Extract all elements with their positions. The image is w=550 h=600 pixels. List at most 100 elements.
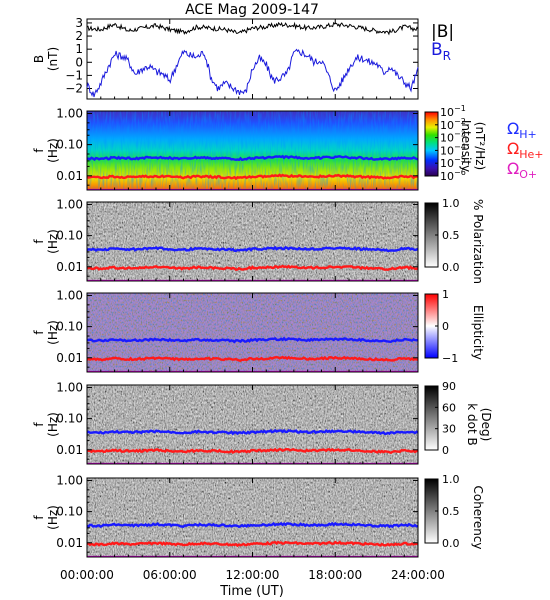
y-axis-label-unit: (Hz)	[46, 229, 60, 254]
gyro-legend-subscript: H+	[519, 128, 537, 141]
colorbar-label: % Polarization	[471, 199, 485, 284]
panel-intensity: f (Hz)1.000.100.0110−110−210−310−410−510−…	[32, 104, 544, 191]
gyro-legend-label: ΩHe+	[507, 139, 544, 161]
y-tick-label: 1.00	[56, 380, 83, 394]
panel-ellipticity: f (Hz) 1.00 0.10 0.01 1 0 −1 Ellipticity	[32, 288, 485, 373]
y-tick-label: 1.00	[56, 288, 83, 302]
y-axis-label-unit: (Hz)	[46, 412, 60, 437]
y-tick-label: 3	[75, 16, 83, 30]
y-axis-label-var: f	[32, 422, 46, 427]
spectrogram-image	[87, 202, 418, 281]
x-tick-label: 06:00:00	[143, 568, 197, 582]
legend-magnitude: |B| BR	[431, 22, 454, 63]
y-axis-label-unit: (Hz)	[46, 505, 60, 530]
spectrogram-image	[87, 293, 418, 372]
colorbar	[424, 385, 439, 451]
y-tick-label: 1.00	[56, 106, 83, 120]
y-tick-label: 0.10	[56, 229, 83, 243]
y-tick-label: 0.01	[56, 536, 83, 550]
colorbar-label-bottom: (nT²/Hz)	[473, 122, 487, 170]
figure-title: ACE Mag 2009-147	[185, 2, 319, 18]
y-axis-label-unit: (nT)	[46, 47, 60, 71]
gyro-line-h-plus	[87, 521, 418, 529]
y-axis-label-var: f	[32, 239, 46, 244]
colorbar-tick-label: 10−1	[440, 104, 466, 119]
colorbar-label: Coherency	[471, 485, 485, 549]
x-tick-label: 24:00:00	[391, 568, 445, 582]
colorbar-tick-label: 60	[442, 401, 456, 414]
colorbar-tick-label: 30	[442, 423, 456, 436]
y-tick-label: 0	[75, 55, 83, 69]
colorbar-tick-base: 10	[440, 132, 454, 145]
gyro-line-he-plus	[87, 355, 418, 362]
y-axis-label-var: f	[32, 148, 46, 153]
gyro-line-h-plus	[87, 336, 418, 344]
y-tick-label: 0.10	[56, 320, 83, 334]
gyro-line-h-plus	[87, 245, 418, 253]
spectrogram-image	[87, 385, 418, 464]
gyro-legend-symbol: Ω	[507, 159, 519, 178]
colorbar-tick-label: 10−4	[440, 142, 466, 157]
colorbar-label-top: k dot B	[465, 403, 479, 445]
gyro-legend-symbol: Ω	[507, 139, 519, 158]
x-axis-label: Time (UT)	[219, 584, 284, 599]
x-tick-label: 18:00:00	[308, 568, 362, 582]
spectrogram-image	[87, 478, 418, 557]
y-tick-label: 0.01	[56, 169, 83, 183]
gyro-line-he-plus	[87, 264, 418, 272]
spectrogram-texture	[87, 111, 418, 190]
gyro-line-he-plus	[87, 540, 418, 548]
colorbar-tick-label: 10−5	[440, 155, 466, 170]
y-tick-label: 0.10	[56, 412, 83, 426]
y-tick-label: 0.10	[56, 138, 83, 152]
y-tick-label: 2	[75, 29, 83, 43]
legend-b-radial-sub: R	[443, 49, 451, 63]
colorbar-tick-label: 0.0	[442, 261, 460, 274]
legend-b-radial: BR	[431, 40, 451, 63]
colorbar-tick-base: 10	[440, 119, 454, 132]
spectrogram-image	[87, 111, 418, 190]
colorbar-tick-exponent: −6	[454, 168, 466, 177]
colorbar-tick-exponent: −2	[454, 117, 466, 126]
y-tick-label: 1	[75, 42, 83, 56]
colorbar-tick-label: 10−3	[440, 130, 466, 145]
y-tick-label: 0.01	[56, 351, 83, 365]
y-axis-label-var: f	[32, 515, 46, 520]
x-axis-tick-labels: 00:00:00 06:00:00 12:00:00 18:00:00 24:00:00	[60, 568, 445, 582]
gyro-line-he-plus	[87, 173, 418, 181]
y-tick-label: 0.01	[56, 260, 83, 274]
colorbar-tick-label: 10−2	[440, 117, 466, 132]
legend-b-radial-main: B	[431, 40, 443, 60]
colorbar-label-top: Intensity	[459, 120, 473, 172]
y-axis-label-unit: (Hz)	[46, 320, 60, 345]
colorbar-tick-label: 1	[442, 288, 449, 301]
colorbar-tick-label: 10−6	[440, 168, 466, 183]
gyro-line-h-plus	[87, 428, 418, 436]
panel-frame	[86, 18, 419, 100]
y-tick-label: 0.01	[56, 443, 83, 457]
panel-coherency: f (Hz) 1.00 0.10 0.01 1.0 0.5 0.0 Coherency	[32, 473, 485, 558]
colorbar-tick-base: 10	[440, 157, 454, 170]
y-tick-label: −2	[65, 82, 83, 96]
y-tick-label: 1.00	[56, 473, 83, 487]
y-axis-label-var: B	[32, 55, 46, 63]
colorbar-tick-exponent: −1	[454, 104, 466, 113]
colorbar-tick-label: 90	[442, 380, 456, 393]
y-tick-label: −1	[65, 68, 83, 82]
colorbar-label: Ellipticity	[471, 305, 485, 360]
x-tick-label: 12:00:00	[226, 568, 280, 582]
colorbar-tick-label: 1.0	[442, 473, 460, 486]
gyro-line-h-plus	[87, 154, 418, 162]
colorbar-tick-label: 0.5	[442, 505, 460, 518]
gyro-legend-subscript: O+	[519, 168, 537, 181]
colorbar-tick-label: 0	[442, 444, 449, 457]
colorbar-tick-exponent: −4	[454, 142, 466, 151]
gyro-legend-label: ΩH+	[507, 119, 537, 141]
y-axis-label-var: f	[32, 330, 46, 335]
colorbar-tick-exponent: −3	[454, 130, 466, 139]
colorbar-tick-label: 0	[442, 320, 449, 333]
panel-k-dot-b: f (Hz) 1.00 0.10 0.01 90 60 30 0 k dot B (Deg)	[32, 380, 493, 465]
